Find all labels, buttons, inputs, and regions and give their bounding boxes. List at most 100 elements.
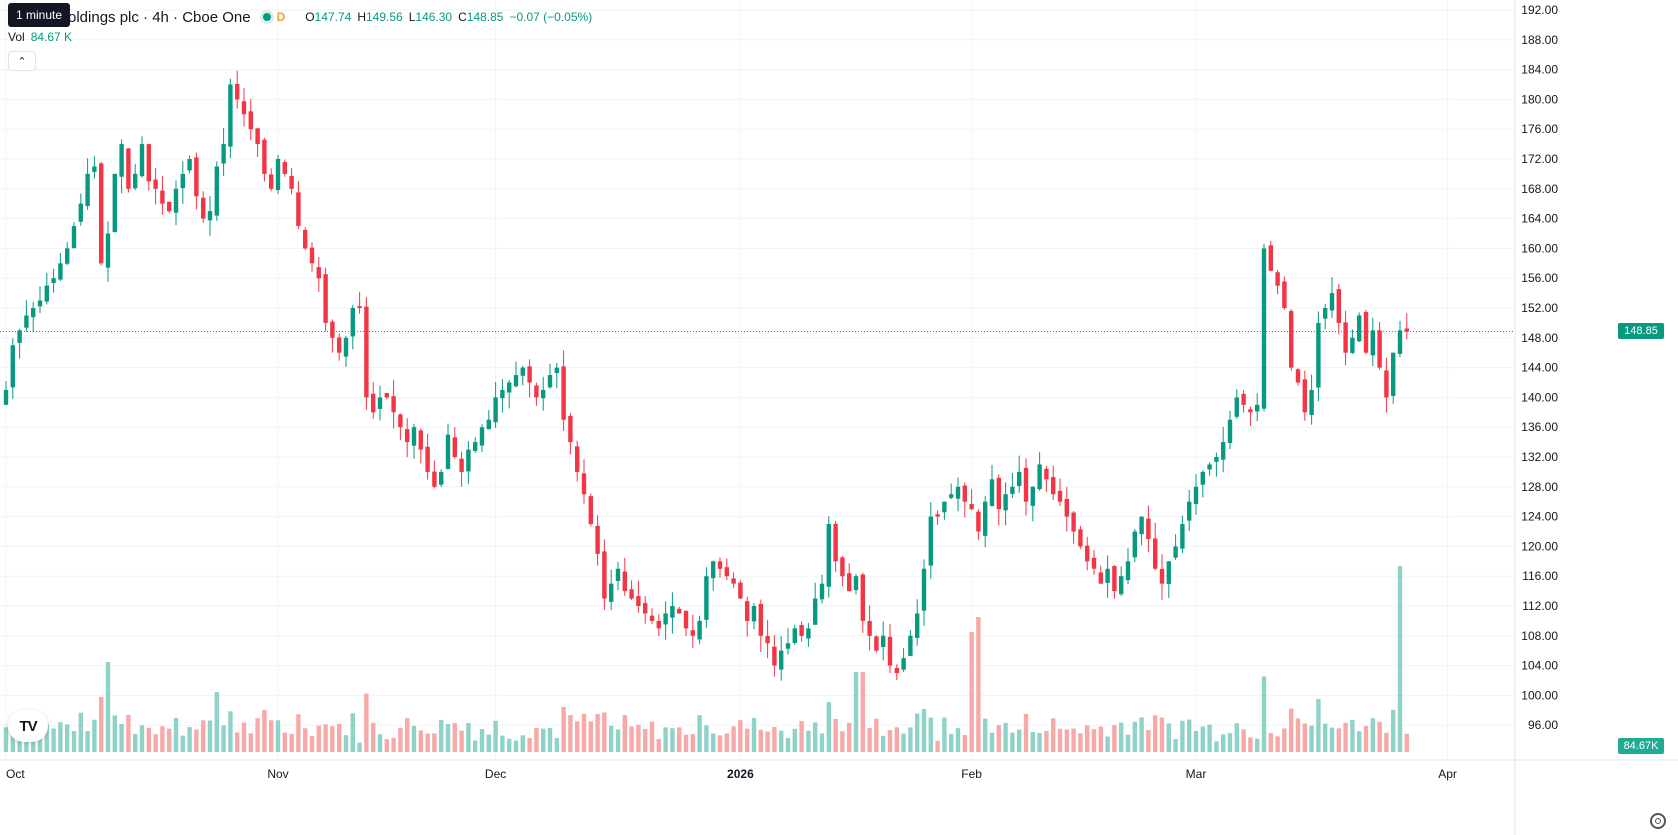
candle-body	[1404, 328, 1409, 332]
volume-bar	[901, 733, 906, 752]
volume-bar	[262, 709, 267, 752]
candle-body	[833, 523, 838, 562]
volume-bar	[887, 730, 893, 752]
volume-bar	[466, 723, 471, 752]
volume-bar	[486, 734, 491, 752]
candle-body	[1336, 289, 1341, 323]
candle-body	[473, 442, 478, 451]
candle-body	[99, 163, 104, 264]
price-tick-label: 156.00	[1521, 271, 1558, 285]
candle-body	[901, 658, 906, 670]
candle-body	[1105, 568, 1110, 583]
candle-body	[398, 414, 403, 428]
candle-body	[656, 621, 661, 629]
candle-body	[840, 557, 845, 577]
volume-bar	[78, 712, 83, 752]
volume-bar	[228, 711, 233, 752]
close-value: 148.85	[466, 10, 504, 24]
volume-bar	[935, 740, 940, 752]
open-label: O	[305, 10, 315, 24]
price-tick-label: 140.00	[1521, 390, 1558, 404]
candle-body	[479, 427, 485, 446]
volume-bar	[1037, 732, 1042, 752]
volume-bar	[520, 735, 525, 752]
candle-body	[3, 389, 9, 405]
candle-body	[391, 396, 396, 413]
volume-bar	[833, 718, 838, 752]
candle-body	[180, 173, 185, 189]
collapse-legend-button[interactable]: ⌃	[8, 51, 36, 71]
volume-bar	[996, 724, 1001, 752]
candle-body	[819, 583, 825, 600]
volume-bar	[1214, 741, 1219, 752]
candle-body	[371, 393, 376, 413]
candle-body	[1282, 281, 1287, 308]
volume-bar	[507, 738, 512, 752]
volume-bar	[772, 727, 777, 752]
volume-bar	[1180, 720, 1185, 752]
candle-body	[364, 306, 369, 398]
volume-bar	[1323, 723, 1328, 752]
candle-body	[1146, 518, 1151, 539]
time-tick-label: Nov	[267, 767, 288, 781]
volume-bar	[1125, 734, 1131, 752]
volume-bar	[874, 718, 879, 752]
candle-body	[908, 635, 913, 656]
volume-bar	[1234, 723, 1239, 752]
settings-gear-icon[interactable]	[1650, 813, 1666, 829]
volume-bar	[949, 734, 954, 752]
candle-body	[425, 446, 430, 472]
candle-body	[275, 159, 281, 191]
volume-bar	[85, 731, 90, 752]
low-label: L	[408, 10, 416, 24]
candle-body	[1180, 524, 1185, 549]
volume-bar	[1357, 731, 1362, 752]
volume-bar	[71, 731, 77, 752]
candle-body	[214, 166, 219, 216]
candle-body	[663, 613, 668, 625]
volume-bar	[350, 713, 355, 752]
time-tick-label: 2026	[727, 767, 754, 781]
volume-bar	[1098, 726, 1103, 752]
volume-bar	[622, 715, 627, 752]
candle-body	[1098, 572, 1103, 584]
candle-body	[1363, 312, 1369, 353]
volume-bar	[153, 734, 158, 752]
volume-bar	[697, 715, 702, 752]
volume-bar	[1187, 719, 1192, 752]
candle-body	[1329, 293, 1335, 311]
volume-bar	[1377, 721, 1382, 752]
candle-body	[1241, 393, 1246, 405]
candle-body	[928, 516, 933, 566]
volume-bar	[928, 717, 933, 752]
price-tick-label: 188.00	[1521, 33, 1558, 47]
volume-bar	[139, 725, 145, 752]
volume-bar	[479, 728, 485, 752]
candle-body	[1295, 369, 1301, 383]
price-tick-label: 184.00	[1521, 63, 1558, 77]
candle-body	[337, 337, 342, 353]
candle-body	[847, 573, 852, 592]
candle-body	[493, 397, 498, 423]
candle-body	[153, 179, 158, 189]
candle-body	[296, 192, 301, 227]
candle-body	[704, 576, 709, 620]
volume-bar	[357, 742, 362, 752]
tradingview-logo[interactable]: TV	[8, 710, 48, 742]
price-tick-label: 192.00	[1521, 3, 1558, 17]
volume-bar	[547, 727, 553, 752]
volume-bar	[126, 714, 131, 752]
volume-bar	[1078, 733, 1083, 752]
symbol-title[interactable]: oldings plc · 4h · Cboe One	[68, 8, 251, 26]
volume-value: 84.67 K	[30, 30, 73, 44]
volume-bar	[643, 728, 648, 752]
candle-body	[350, 308, 355, 337]
candle-body	[105, 233, 111, 268]
candle-body	[772, 646, 777, 666]
volume-bar	[411, 725, 417, 752]
candle-body	[507, 382, 512, 393]
interval-badge: D	[276, 10, 286, 24]
volume-bar	[1085, 725, 1090, 752]
